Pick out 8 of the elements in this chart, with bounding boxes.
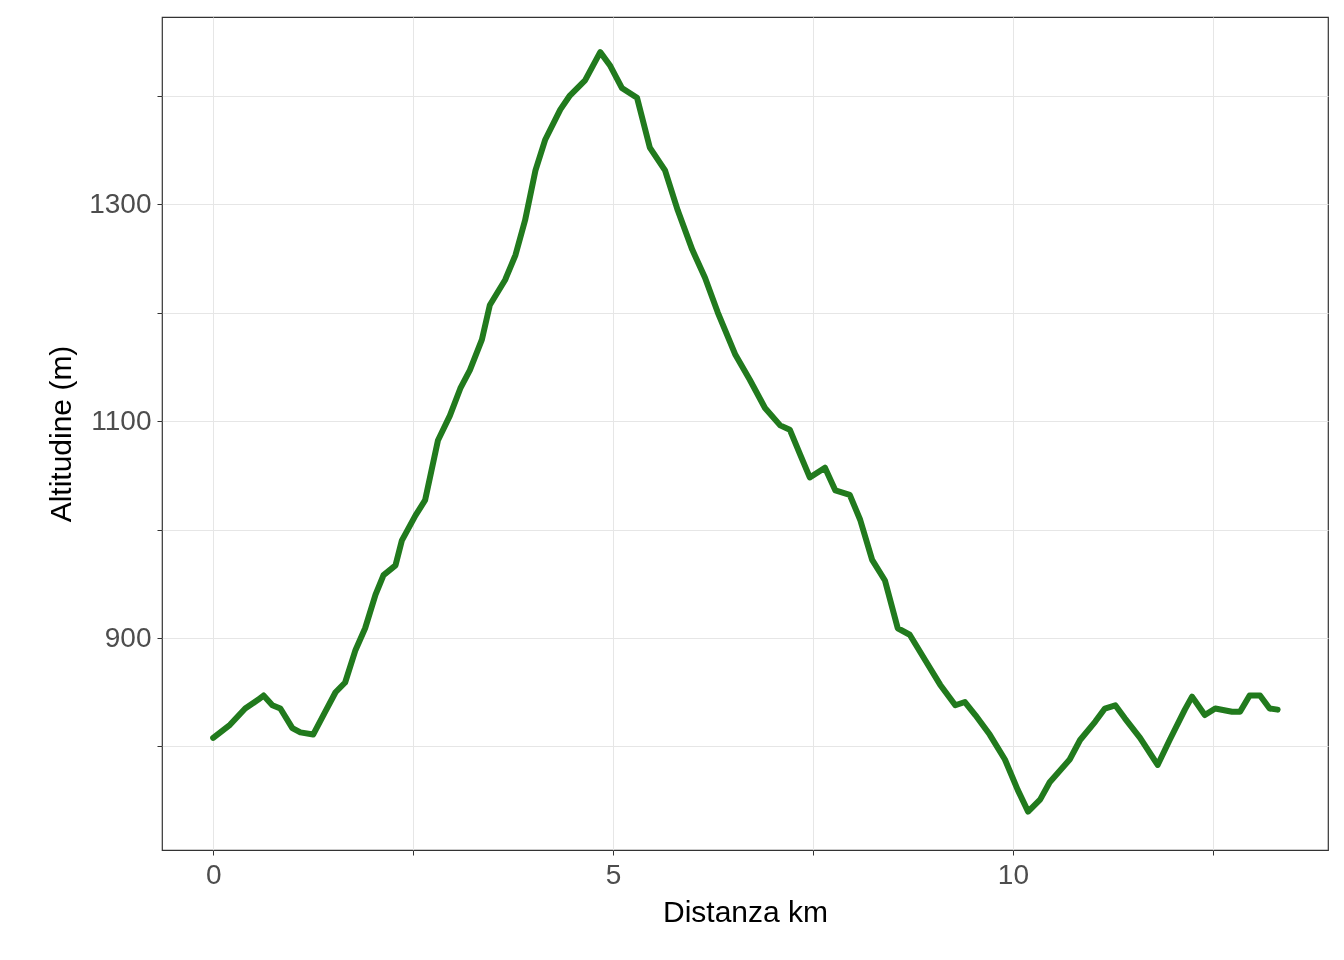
y-tick-label: 1100 — [91, 404, 152, 436]
y-tick-label: 1300 — [89, 187, 152, 219]
x-tick-label: 0 — [205, 858, 222, 890]
y-axis-title: Altitudine (m) — [44, 345, 78, 523]
x-tick-label: 5 — [605, 858, 622, 890]
x-axis-title: Distanza km — [662, 894, 829, 928]
y-tick-label: 900 — [104, 621, 152, 653]
x-tick-label: 10 — [997, 858, 1029, 890]
